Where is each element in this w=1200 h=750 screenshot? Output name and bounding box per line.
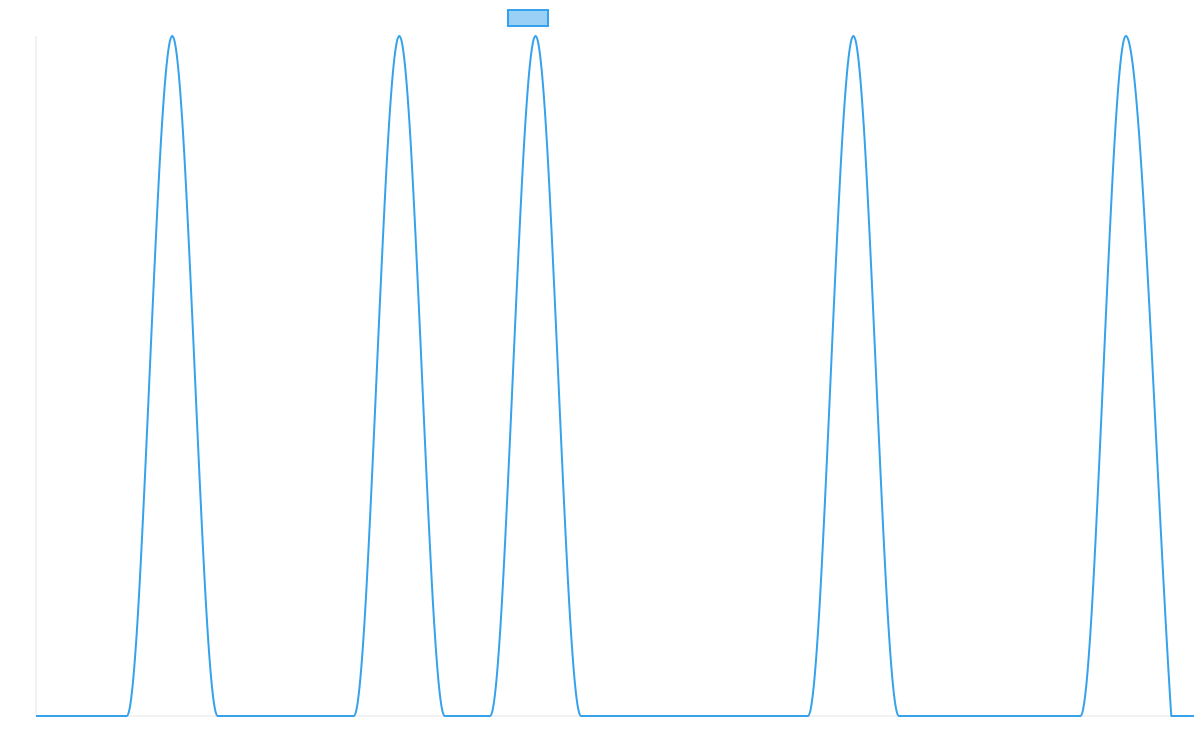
series-line	[36, 35, 1194, 717]
legend-swatch	[507, 9, 549, 27]
legend	[507, 9, 549, 27]
